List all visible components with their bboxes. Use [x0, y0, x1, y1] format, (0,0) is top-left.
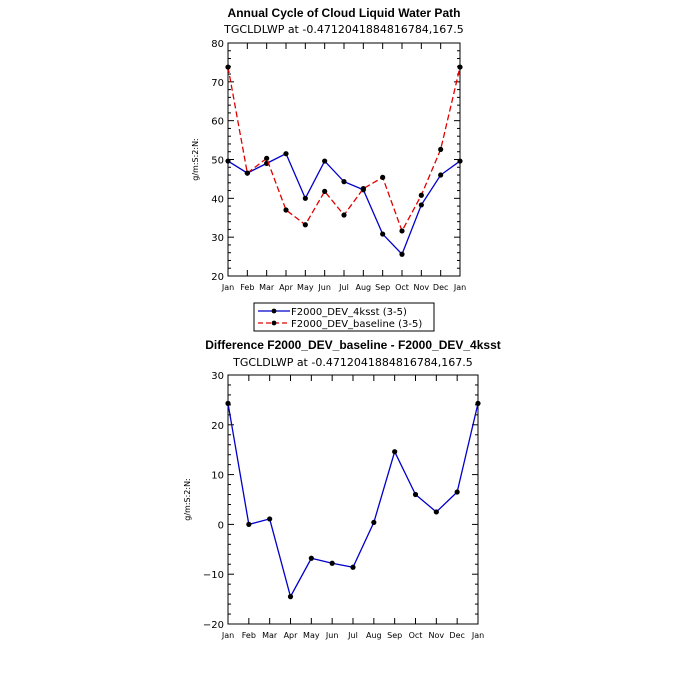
y-tick-label: 10	[211, 471, 224, 482]
data-point	[302, 195, 308, 201]
x-tick-label: Sep	[387, 631, 402, 640]
data-point	[322, 188, 328, 194]
data-point	[283, 207, 289, 213]
x-tick-label: Dec	[449, 631, 464, 640]
chart-1: Annual Cycle of Cloud Liquid Water Path T…	[191, 6, 466, 332]
x-tick-label: May	[297, 283, 314, 292]
data-point	[418, 192, 424, 198]
x-tick-label: May	[303, 631, 320, 640]
y-tick-label: 0	[218, 520, 224, 531]
data-point	[308, 555, 314, 561]
x-tick-label: Jan	[453, 283, 466, 292]
x-tick-label: Jul	[338, 283, 349, 292]
chart-title: Difference F2000_DEV_baseline - F2000_DE…	[205, 338, 501, 352]
data-point	[438, 172, 444, 178]
data-point	[341, 179, 347, 185]
y-axis-label: g/m:S:2:N:	[191, 138, 200, 181]
legend-label: F2000_DEV_4ksst (3-5)	[291, 307, 407, 318]
data-point	[399, 228, 405, 234]
chart-subtitle: TGCLDLWP at -0.4712041884816784,167.5	[232, 356, 473, 369]
legend-box	[253, 302, 435, 332]
x-tick-label: Jun	[325, 631, 339, 640]
data-point	[418, 202, 424, 208]
x-tick-label: Jul	[347, 631, 358, 640]
y-axis-label: g/m:S:2:N:	[183, 478, 192, 521]
x-tick-label: Mar	[262, 631, 278, 640]
x-tick-label: Aug	[356, 283, 372, 292]
y-tick-label: 20	[211, 272, 224, 283]
x-tick-label: Feb	[242, 631, 256, 640]
data-point	[380, 231, 386, 237]
x-tick-label: Apr	[279, 283, 294, 292]
data-point	[244, 170, 250, 176]
data-point	[225, 158, 231, 164]
y-tick-label: 40	[211, 194, 224, 205]
data-point	[433, 509, 439, 515]
data-point	[302, 222, 308, 228]
data-point	[267, 516, 273, 522]
x-tick-label: Oct	[409, 631, 423, 640]
y-tick-label: 30	[211, 233, 224, 244]
data-point	[283, 151, 289, 157]
y-tick-label: −20	[203, 620, 224, 631]
data-point	[371, 519, 377, 526]
y-tick-label: 80	[211, 39, 224, 50]
data-point	[457, 158, 463, 164]
x-tick-label: Dec	[433, 283, 448, 292]
y-tick-label: −10	[203, 570, 224, 581]
data-point	[287, 594, 294, 600]
data-point	[475, 400, 481, 406]
series-line-1	[227, 152, 461, 256]
data-point	[360, 186, 366, 192]
x-tick-label: Jan	[221, 631, 234, 640]
data-point	[329, 560, 335, 566]
data-point	[392, 449, 398, 455]
legend: F2000_DEV_4ksst (3-5)F2000_DEV_baseline …	[253, 302, 435, 332]
x-tick-label: Aug	[366, 631, 382, 640]
data-point	[246, 521, 252, 528]
x-tick-label: Jun	[317, 283, 331, 292]
data-point	[438, 146, 444, 153]
data-point	[264, 155, 270, 161]
x-tick-label: Jan	[471, 631, 484, 640]
series-line-2	[227, 66, 461, 233]
legend-label: F2000_DEV_baseline (3-5)	[291, 319, 422, 330]
plot-frame	[227, 374, 479, 625]
legend-marker	[271, 320, 277, 326]
data-point	[380, 174, 386, 180]
x-tick-label: Apr	[284, 631, 299, 640]
chart-subtitle: TGCLDLWP at -0.4712041884816784,167.5	[223, 23, 464, 36]
data-point	[454, 489, 460, 495]
x-tick-label: Nov	[414, 283, 430, 292]
data-point	[341, 212, 347, 218]
x-tick-label: Feb	[240, 283, 254, 292]
x-tick-label: Nov	[429, 631, 445, 640]
chart-2: Difference F2000_DEV_baseline - F2000_DE…	[183, 338, 501, 640]
data-point	[412, 491, 419, 498]
y-tick-label: 60	[211, 117, 224, 128]
x-tick-label: Jan	[221, 283, 234, 292]
y-tick-label: 70	[211, 78, 224, 89]
x-tick-label: Sep	[375, 283, 390, 292]
data-point	[322, 158, 328, 164]
data-point	[225, 64, 231, 70]
data-point	[350, 564, 356, 570]
data-point	[399, 251, 405, 257]
data-point	[225, 400, 231, 406]
y-tick-label: 50	[211, 156, 224, 167]
legend-marker	[271, 308, 277, 314]
x-tick-label: Oct	[395, 283, 409, 292]
x-tick-label: Mar	[259, 283, 275, 292]
y-tick-label: 30	[211, 371, 224, 382]
plot-frame	[227, 42, 461, 277]
y-tick-label: 20	[211, 421, 224, 432]
data-point	[457, 64, 463, 70]
chart-title: Annual Cycle of Cloud Liquid Water Path	[228, 6, 461, 20]
